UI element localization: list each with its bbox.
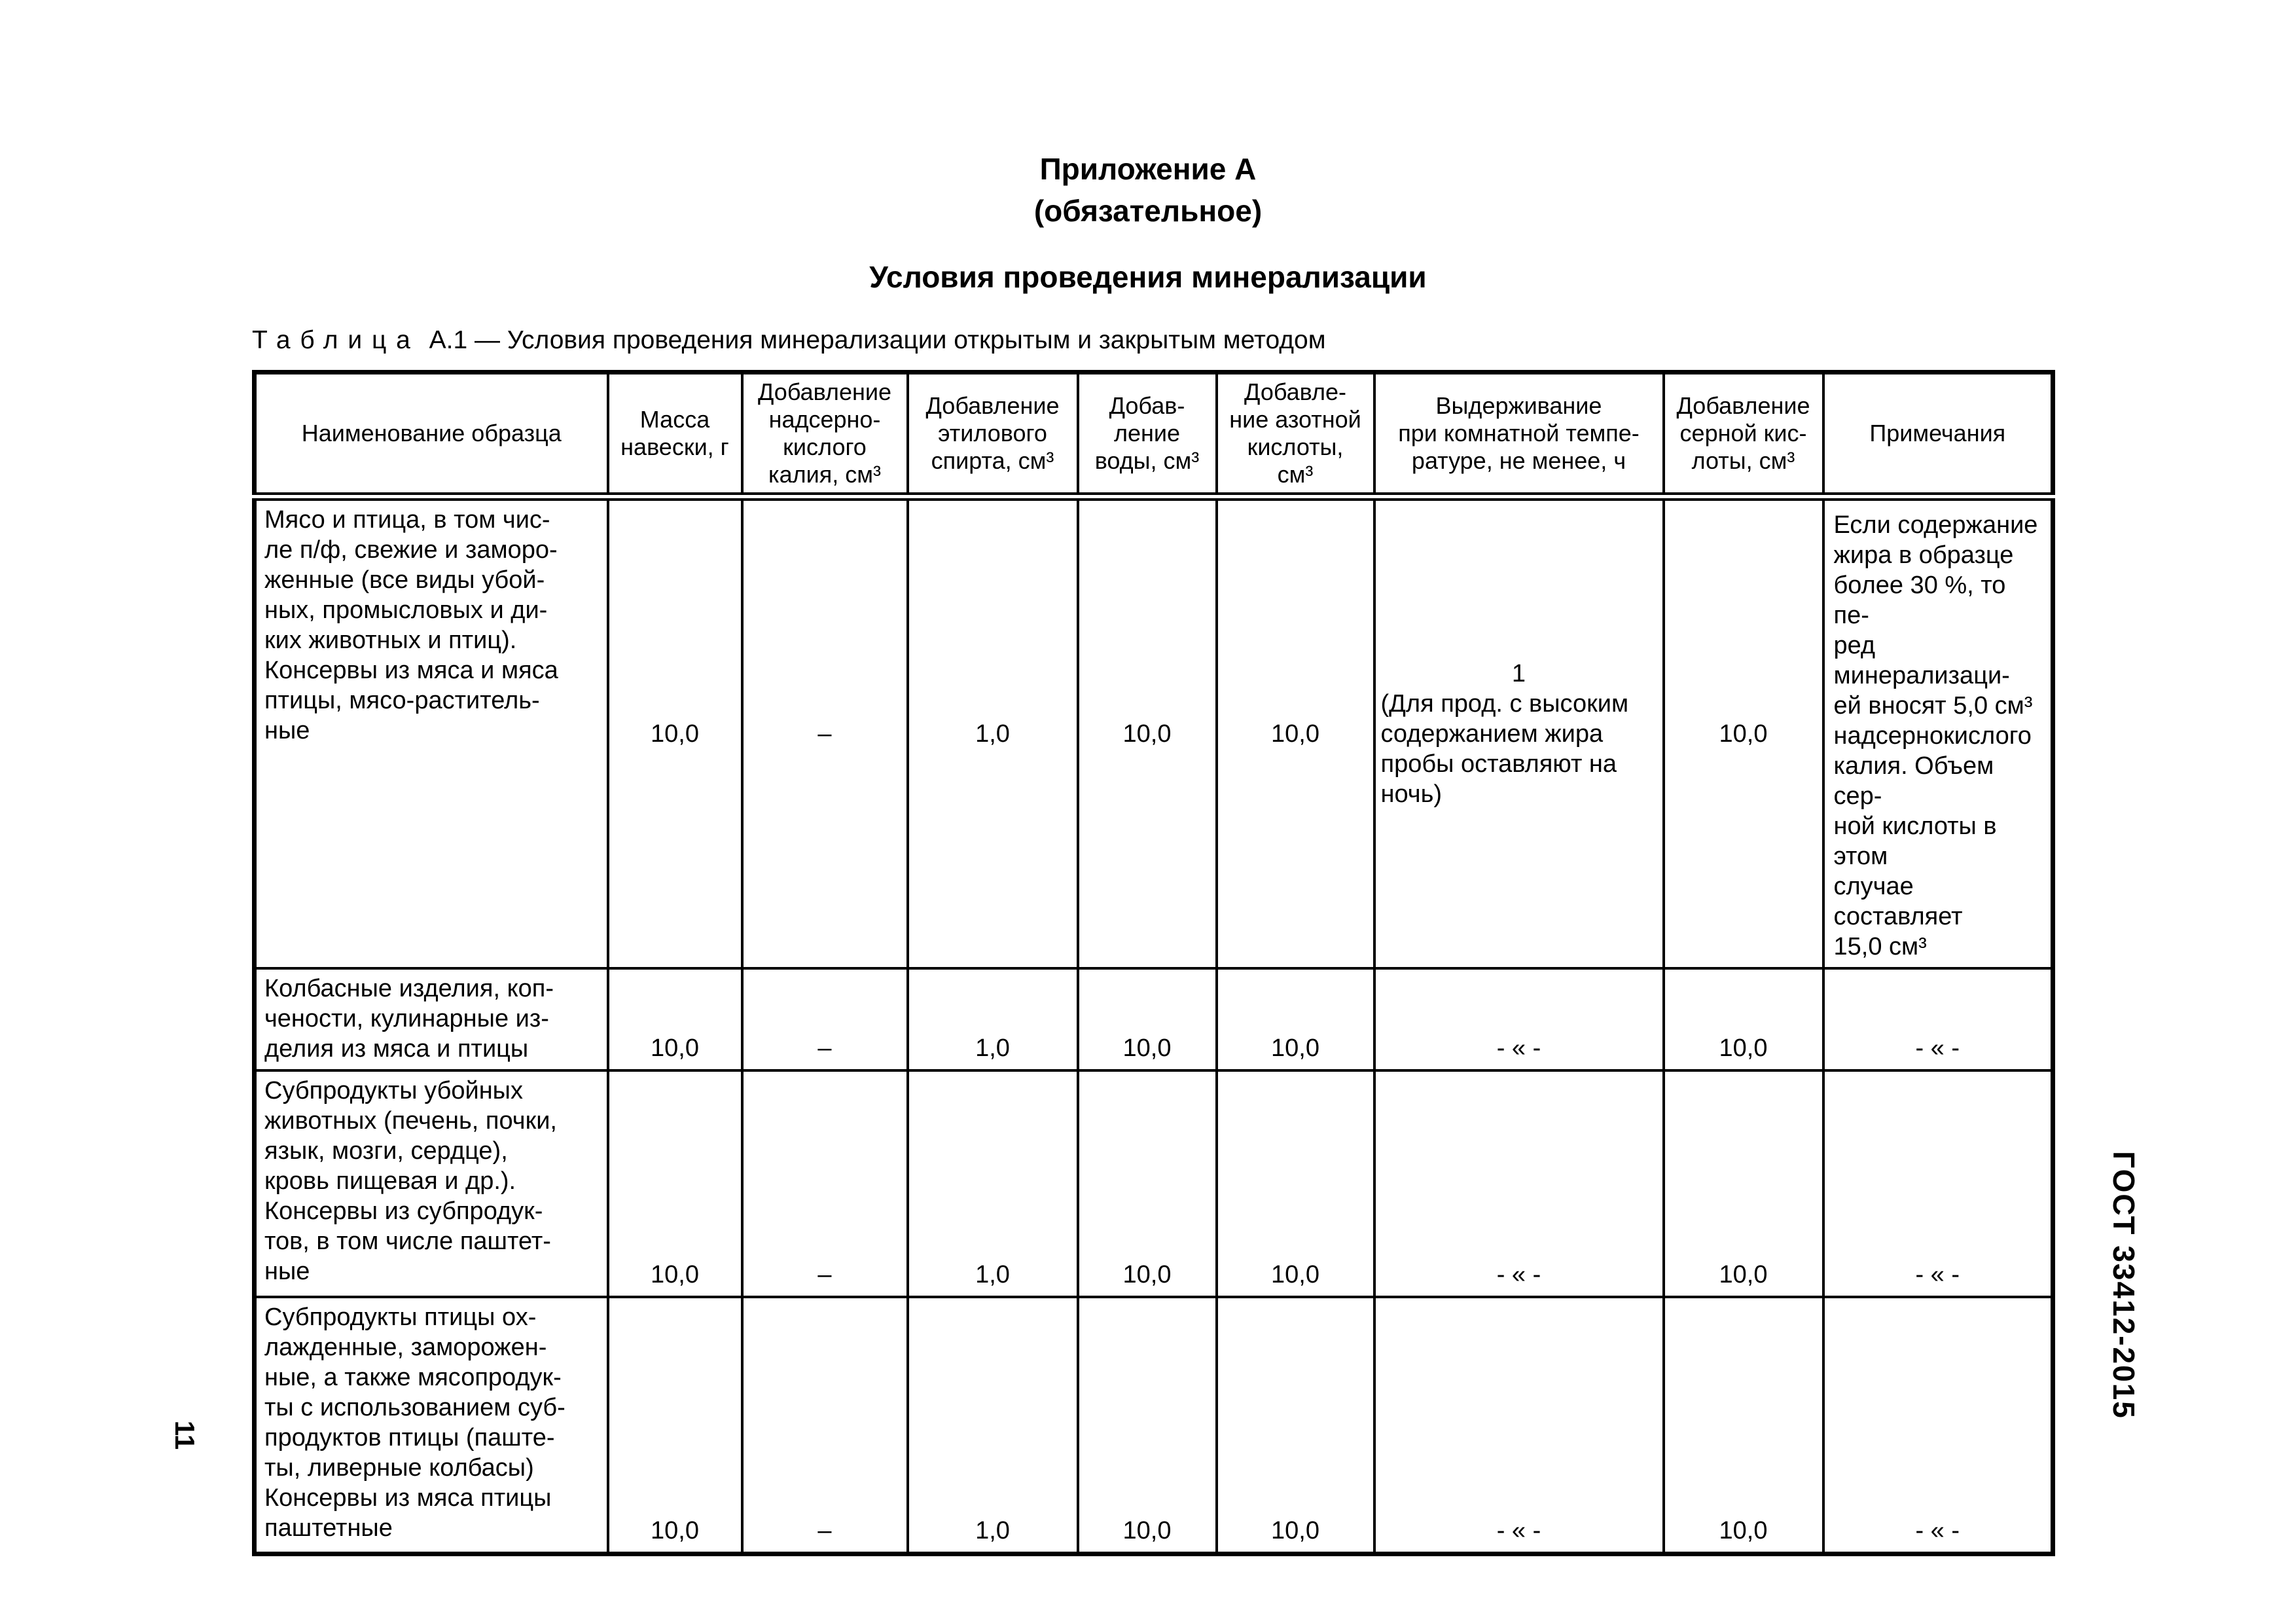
cell-water: 10,0 <box>1076 967 1218 1072</box>
cell-holding-time: - « - <box>1372 1069 1665 1298</box>
table-header-row: Наименование образца Масса навески, г До… <box>253 371 2054 501</box>
cell-holding-time: - « - <box>1372 967 1665 1072</box>
cell-sample-mass: 10,0 <box>606 1296 744 1555</box>
holding-time-value: 1 <box>1511 660 1526 687</box>
column-header-sample-name: Наименование образца <box>253 371 609 501</box>
cell-sample-name: Колбасные изделия, коп- чености, кулинар… <box>253 967 609 1072</box>
cell-sample-mass: 10,0 <box>606 967 744 1072</box>
column-header-water: Добав- ление воды, см³ <box>1076 371 1218 501</box>
cell-holding-time: 1 (Для прод. с высоким содержанием жира … <box>1372 495 1665 970</box>
table-caption-label: Таблица <box>252 326 420 354</box>
cell-sample-mass: 10,0 <box>606 1069 744 1298</box>
cell-ethanol: 1,0 <box>906 1296 1079 1555</box>
section-title: Условия проведения минерализации <box>869 260 1427 294</box>
holding-time-note: (Для прод. с высоким содержанием жира пр… <box>1380 690 1629 808</box>
cell-notes: - « - <box>1821 967 2054 1072</box>
column-header-sample-mass: Масса навески, г <box>606 371 744 501</box>
cell-ethanol: 1,0 <box>906 967 1079 1072</box>
cell-nitric-acid: 10,0 <box>1215 967 1376 1072</box>
cell-potassium-persulfate: – <box>740 495 909 970</box>
cell-sulfuric-acid: 10,0 <box>1662 495 1825 970</box>
column-header-notes: Примечания <box>1821 371 2054 501</box>
cell-nitric-acid: 10,0 <box>1215 495 1376 970</box>
mineralization-conditions-table: Наименование образца Масса навески, г До… <box>252 370 2055 1556</box>
column-header-ethanol: Добавление этилового спирта, см³ <box>906 371 1079 501</box>
cell-water: 10,0 <box>1076 1296 1218 1555</box>
table-row: Мясо и птица, в том чис- ле п/ф, свежие … <box>253 495 2054 970</box>
cell-sample-mass: 10,0 <box>606 495 744 970</box>
table-row: Субпродукты птицы ох- лажденные, заморож… <box>253 1296 2054 1555</box>
cell-water: 10,0 <box>1076 495 1218 970</box>
cell-sulfuric-acid: 10,0 <box>1662 1296 1825 1555</box>
cell-potassium-persulfate: – <box>740 1069 909 1298</box>
cell-holding-time: - « - <box>1372 1296 1665 1555</box>
cell-sample-name: Субпродукты убойных животных (печень, по… <box>253 1069 609 1298</box>
column-header-room-temperature-holding: Выдерживание при комнатной темпе- ратуре… <box>1372 371 1665 501</box>
column-header-potassium-persulfate: Добавление надсерно- кислого калия, см³ <box>740 371 909 501</box>
table-caption: Таблица А.1 — Условия проведения минерали… <box>252 326 2051 355</box>
table-row: Субпродукты убойных животных (печень, по… <box>253 1069 2054 1298</box>
cell-ethanol: 1,0 <box>906 1069 1079 1298</box>
page-number: 11 <box>170 1420 200 1450</box>
cell-water: 10,0 <box>1076 1069 1218 1298</box>
cell-sulfuric-acid: 10,0 <box>1662 1069 1825 1298</box>
cell-notes: - « - <box>1821 1296 2054 1555</box>
cell-notes: - « - <box>1821 1069 2054 1298</box>
column-header-sulfuric-acid: Добавление серной кис- лоты, см³ <box>1662 371 1825 501</box>
cell-notes: Если содержание жира в образце более 30 … <box>1821 495 2054 970</box>
table-caption-text: А.1 — Условия проведения минерализации о… <box>429 326 1326 354</box>
cell-potassium-persulfate: – <box>740 967 909 1072</box>
cell-sulfuric-acid: 10,0 <box>1662 967 1825 1072</box>
cell-sample-name: Субпродукты птицы ох- лажденные, заморож… <box>253 1296 609 1555</box>
cell-ethanol: 1,0 <box>906 495 1079 970</box>
standard-designation: ГОСТ 33412-2015 <box>2107 1151 2141 1419</box>
cell-sample-name: Мясо и птица, в том чис- ле п/ф, свежие … <box>253 495 609 970</box>
column-header-nitric-acid: Добавле- ние азотной кислоты, см³ <box>1215 371 1376 501</box>
cell-nitric-acid: 10,0 <box>1215 1296 1376 1555</box>
table-row: Колбасные изделия, коп- чености, кулинар… <box>253 967 2054 1072</box>
cell-nitric-acid: 10,0 <box>1215 1069 1376 1298</box>
cell-potassium-persulfate: – <box>740 1296 909 1555</box>
appendix-title: Приложение А (обязательное) <box>1033 152 1263 228</box>
